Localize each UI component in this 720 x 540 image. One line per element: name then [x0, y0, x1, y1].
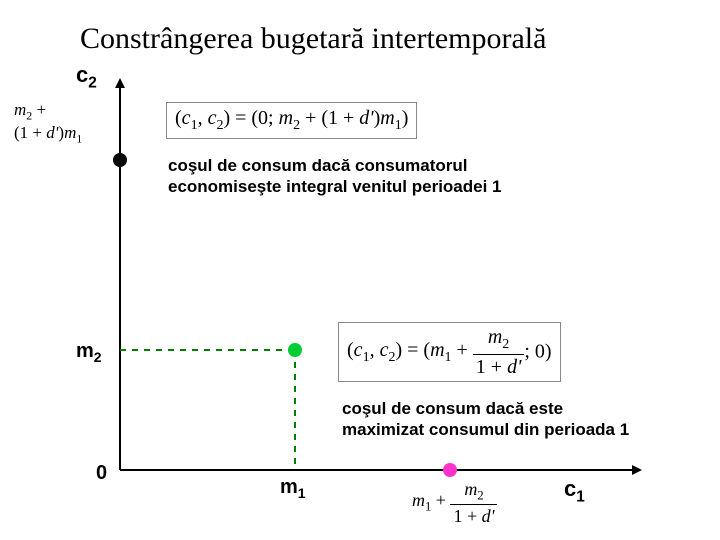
- formula-top: (c1, c2) = (0; m2 + (1 + d')m1): [166, 102, 417, 139]
- annotation-save-all: coşul de consum dacă consumatoruleconomi…: [168, 155, 502, 198]
- x-axis-label: c1: [564, 476, 585, 506]
- x-intercept-formula: m1 + m21 + d': [412, 480, 497, 525]
- formula-mid: (c1, c2) = (m1 + m21 + d'; 0): [338, 322, 561, 382]
- y-axis-label: c2: [76, 62, 97, 92]
- y-intercept-formula: m2 +(1 + d')m1: [14, 100, 82, 147]
- origin-label: 0: [96, 462, 107, 485]
- annotation-maximize-period1: coşul de consum dacă estemaximizat consu…: [342, 398, 629, 441]
- m2-tick-label: m2: [76, 340, 102, 365]
- m1-tick-label: m1: [280, 476, 306, 501]
- diagram-svg: [0, 0, 720, 540]
